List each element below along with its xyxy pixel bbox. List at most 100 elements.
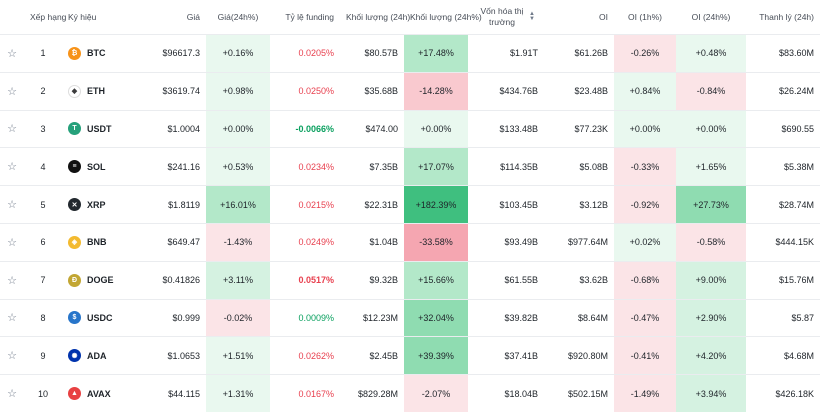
price-header[interactable]: Giá xyxy=(186,12,200,22)
symbol-cell[interactable]: ✕ XRP xyxy=(62,185,142,224)
change24h-header[interactable]: Giá(24h%) xyxy=(217,12,259,22)
volume-cell: $35.68B xyxy=(340,71,404,111)
funding-cell: -0.0066% xyxy=(270,109,340,148)
volume-header[interactable]: Khối lượng (24h) xyxy=(346,12,411,22)
symbol-cell[interactable]: ✺ ADA xyxy=(62,336,142,375)
table-row[interactable]: ☆ 2 ◆ ETH $3619.74 +0.98% 0.0250% $35.68B -14.28… xyxy=(0,71,820,111)
favorite-star-icon[interactable]: ☆ xyxy=(0,147,24,186)
oi24h-header[interactable]: OI (24h%) xyxy=(691,12,731,22)
change24h-cell: +0.98% xyxy=(206,71,270,111)
volume-change-cell: -33.58% xyxy=(404,222,468,262)
change24h-cell: +0.16% xyxy=(206,34,270,73)
sort-icon[interactable]: ▲ ▼ xyxy=(529,11,535,22)
favorite-star-icon[interactable]: ☆ xyxy=(0,260,24,300)
oi24h-cell: +3.94% xyxy=(676,374,746,412)
volume-cell: $9.32B xyxy=(340,260,404,300)
rank-header[interactable]: Xếp hạng xyxy=(30,12,67,22)
table-row[interactable]: ☆ 10 ▲ AVAX $44.115 +1.31% 0.0167% $829.28M -2.0… xyxy=(0,374,820,412)
symbol-cell[interactable]: ▲ AVAX xyxy=(62,374,142,412)
change24h-cell: -0.02% xyxy=(206,298,270,337)
price-cell: $3619.74 xyxy=(142,71,206,111)
favorite-header xyxy=(0,0,24,35)
volume-change-header[interactable]: Khối lượng (24h%) xyxy=(410,12,482,22)
oi24h-cell: -0.58% xyxy=(676,222,746,262)
liquidation-cell: $426.18K xyxy=(746,374,820,412)
symbol-label: BNB xyxy=(87,237,107,248)
table-row[interactable]: ☆ 6 ◈ BNB $649.47 -1.43% 0.0249% $1.04B -33.58% $… xyxy=(0,222,820,262)
symbol-cell[interactable]: ◆ ETH xyxy=(62,71,142,111)
table-row[interactable]: ☆ 9 ✺ ADA $1.0653 +1.51% 0.0262% $2.45B +39.39% $… xyxy=(0,336,820,375)
liquidation-cell: $444.15K xyxy=(746,222,820,262)
change24h-cell: +0.53% xyxy=(206,147,270,186)
mcap-cell: $114.35B xyxy=(468,147,544,186)
favorite-star-icon[interactable]: ☆ xyxy=(0,109,24,148)
liquidation-cell: $15.76M xyxy=(746,260,820,300)
favorite-star-icon[interactable]: ☆ xyxy=(0,71,24,111)
rank-cell: 6 xyxy=(24,222,62,262)
symbol-cell[interactable]: ≡ SOL xyxy=(62,147,142,186)
volume-cell: $80.57B xyxy=(340,34,404,73)
price-cell: $0.999 xyxy=(142,298,206,337)
symbol-label: SOL xyxy=(87,161,106,172)
funding-header[interactable]: Tỷ lệ funding xyxy=(285,12,334,22)
oi1h-cell: +0.02% xyxy=(614,222,676,262)
favorite-star-icon[interactable]: ☆ xyxy=(0,222,24,262)
solana-icon: ≡ xyxy=(68,160,81,174)
favorite-star-icon[interactable]: ☆ xyxy=(0,185,24,224)
table-row[interactable]: ☆ 4 ≡ SOL $241.16 +0.53% 0.0234% $7.35B +17.07% $… xyxy=(0,147,820,186)
oi1h-cell: -0.33% xyxy=(614,147,676,186)
oi-cell: $920.80M xyxy=(544,336,614,375)
oi-cell: $502.15M xyxy=(544,374,614,412)
oi1h-header[interactable]: OI (1h%) xyxy=(627,12,662,22)
table-row[interactable]: ☆ 1 ₿ BTC $96617.3 +0.16% 0.0205% $80.57B +17.48… xyxy=(0,34,820,73)
oi-cell: $61.26B xyxy=(544,34,614,73)
symbol-label: USDC xyxy=(87,312,113,323)
mcap-cell: $1.91T xyxy=(468,34,544,73)
table-row[interactable]: ☆ 5 ✕ XRP $1.8119 +16.01% 0.0215% $22.31B +182.3… xyxy=(0,185,820,224)
mcap-cell: $434.76B xyxy=(468,71,544,111)
favorite-star-icon[interactable]: ☆ xyxy=(0,336,24,375)
symbol-cell[interactable]: ◈ BNB xyxy=(62,222,142,262)
mcap-header[interactable]: Vốn hóa thị trường ▲ ▼ xyxy=(468,0,544,35)
volume-change-cell: +15.66% xyxy=(404,260,468,300)
favorite-star-icon[interactable]: ☆ xyxy=(0,34,24,73)
liquidation-header[interactable]: Thanh lý (24h) xyxy=(759,12,814,22)
volume-cell: $1.04B xyxy=(340,222,404,262)
table-row[interactable]: ☆ 8 $ USDC $0.999 -0.02% 0.0009% $12.23M +32.04%… xyxy=(0,298,820,337)
price-cell: $1.0653 xyxy=(142,336,206,375)
symbol-header[interactable]: Ký hiệu xyxy=(68,12,97,22)
liquidation-cell: $28.74M xyxy=(746,185,820,224)
mcap-cell: $18.04B xyxy=(468,374,544,412)
table-row[interactable]: ☆ 3 T USDT $1.0004 +0.00% -0.0066% $474.00 +0.00… xyxy=(0,109,820,148)
mcap-cell: $39.82B xyxy=(468,298,544,337)
volume-cell: $7.35B xyxy=(340,147,404,186)
oi-header[interactable]: OI xyxy=(599,12,608,22)
symbol-cell[interactable]: $ USDC xyxy=(62,298,142,337)
price-cell: $44.115 xyxy=(142,374,206,412)
symbol-cell[interactable]: ₿ BTC xyxy=(62,34,142,73)
liquidation-cell: $83.60M xyxy=(746,34,820,73)
table-row[interactable]: ☆ 7 Ð DOGE $0.41826 +3.11% 0.0517% $9.32B +15.66… xyxy=(0,260,820,300)
bitcoin-icon: ₿ xyxy=(68,46,81,60)
symbol-cell[interactable]: Ð DOGE xyxy=(62,260,142,300)
funding-cell: 0.0262% xyxy=(270,336,340,375)
symbol-cell[interactable]: T USDT xyxy=(62,109,142,148)
volume-cell: $2.45B xyxy=(340,336,404,375)
price-cell: $649.47 xyxy=(142,222,206,262)
funding-cell: 0.0167% xyxy=(270,374,340,412)
favorite-star-icon[interactable]: ☆ xyxy=(0,374,24,412)
favorite-star-icon[interactable]: ☆ xyxy=(0,298,24,337)
mcap-cell: $37.41B xyxy=(468,336,544,375)
change24h-cell: +0.00% xyxy=(206,109,270,148)
volume-change-cell: +182.39% xyxy=(404,185,468,224)
oi24h-cell: +4.20% xyxy=(676,336,746,375)
rank-cell: 8 xyxy=(24,298,62,337)
oi-cell: $8.64M xyxy=(544,298,614,337)
oi1h-cell: -0.92% xyxy=(614,185,676,224)
table-header-row: Xếp hạng Ký hiệu Giá Giá(24h%) Tỷ lệ fun… xyxy=(0,0,820,35)
change24h-cell: +1.51% xyxy=(206,336,270,375)
mcap-cell: $103.45B xyxy=(468,185,544,224)
volume-cell: $474.00 xyxy=(340,109,404,148)
funding-cell: 0.0250% xyxy=(270,71,340,111)
